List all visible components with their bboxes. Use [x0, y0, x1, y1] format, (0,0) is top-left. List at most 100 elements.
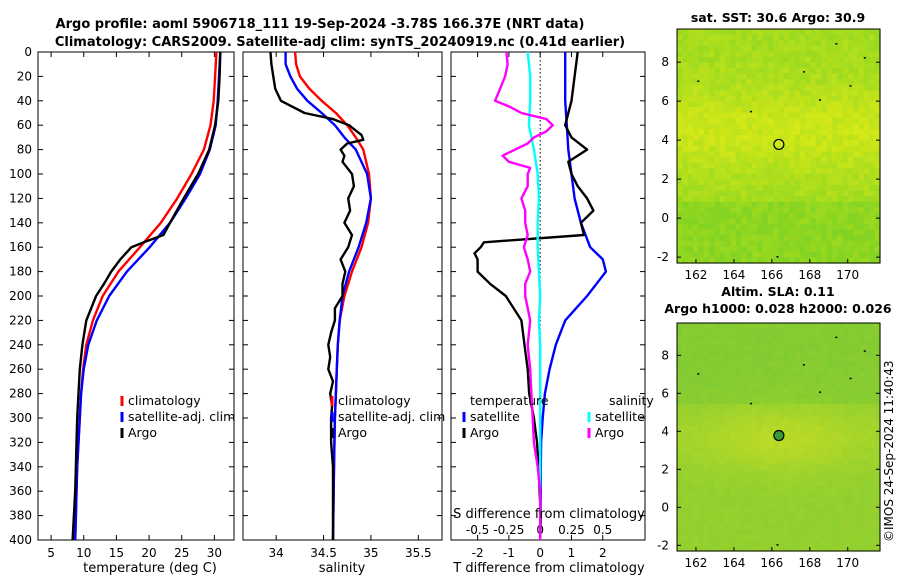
map-cell: [751, 399, 758, 406]
y-tick-label: 160: [9, 240, 32, 254]
map-cell: [815, 196, 822, 203]
map-cell: [858, 118, 865, 125]
map-cell: [725, 123, 732, 130]
map-cell: [741, 246, 748, 253]
map-cell: [719, 333, 726, 340]
map-cell: [719, 485, 726, 492]
map-cell: [789, 333, 796, 340]
map-cell: [863, 101, 870, 108]
map-cell: [735, 68, 742, 75]
map-cell: [730, 480, 737, 487]
map-cell: [853, 84, 860, 91]
map-cell: [767, 339, 774, 346]
map-cell: [821, 45, 828, 52]
map-cell: [693, 134, 699, 142]
map-cell: [810, 201, 817, 208]
map-cell: [842, 382, 849, 389]
map-cell: [677, 146, 683, 153]
map-cell: [767, 185, 774, 192]
map-cell: [847, 173, 854, 181]
map-cell: [687, 168, 694, 175]
map-cell: [831, 179, 838, 186]
map-cell: [725, 157, 732, 164]
map-cell: [826, 355, 833, 362]
map-cell: [762, 218, 769, 225]
map-cell: [773, 442, 780, 449]
map-cell: [783, 409, 790, 416]
map-cell: [874, 328, 881, 335]
map-cell: [842, 73, 849, 80]
map-cell: [853, 350, 860, 357]
map-cell: [778, 118, 785, 125]
map-cell: [831, 168, 838, 175]
map-cell: [853, 90, 860, 97]
map-cell: [762, 140, 769, 147]
map-cell: [778, 475, 785, 482]
map-cell: [799, 453, 806, 460]
map-cell: [874, 534, 881, 541]
map-cell: [703, 518, 710, 525]
map-cell: [863, 79, 870, 86]
map-cell: [794, 404, 801, 411]
map-cell: [682, 480, 689, 487]
map-cell: [869, 129, 876, 136]
map-cell: [869, 84, 876, 91]
map-cell: [847, 437, 854, 444]
map-cell: [703, 168, 710, 175]
map-cell: [874, 129, 881, 136]
map-cell: [741, 458, 748, 465]
map-cell: [746, 453, 753, 460]
map-cell: [757, 540, 764, 547]
map-cell: [858, 458, 865, 465]
map-cell: [687, 339, 694, 346]
map-cell: [757, 361, 764, 368]
map-cell: [693, 224, 699, 231]
map-cell: [703, 101, 710, 108]
map-cell: [794, 475, 801, 482]
map-cell: [687, 350, 694, 357]
map-cell: [698, 502, 705, 509]
map-cell: [687, 40, 694, 47]
s-tick-label: -0.5: [466, 523, 489, 537]
map-cell: [682, 409, 689, 416]
map-cell: [773, 458, 780, 465]
map-cell: [810, 51, 817, 58]
map-cell: [746, 151, 753, 158]
map-cell: [858, 68, 865, 75]
map-cell: [677, 366, 683, 373]
map-cell: [799, 185, 806, 192]
map-cell: [863, 201, 870, 208]
map-cell: [719, 447, 726, 454]
map-cell: [842, 123, 849, 130]
map-cell: [863, 218, 870, 225]
map-cell: [842, 491, 849, 498]
map-cell: [719, 201, 726, 208]
map-cell: [858, 382, 865, 389]
map-cell: [821, 40, 828, 47]
map-cell: [847, 257, 854, 264]
map-cell: [725, 344, 732, 351]
map-cell: [677, 534, 683, 541]
map-cell: [751, 523, 758, 530]
map-cell: [762, 540, 769, 547]
map-cell: [853, 179, 860, 186]
map-cell: [687, 409, 694, 416]
map-cell: [735, 502, 742, 509]
map-cell: [709, 190, 715, 197]
map-cell: [741, 151, 748, 158]
map-cell: [842, 361, 849, 368]
map-cell: [853, 185, 860, 192]
map-cell: [815, 185, 822, 192]
map-cell: [815, 201, 822, 208]
map-cell: [698, 447, 705, 454]
map-cell: [794, 95, 801, 103]
map-cell: [773, 40, 780, 47]
map-cell: [810, 518, 817, 525]
map-cell: [703, 344, 710, 351]
map-cell: [682, 29, 689, 36]
map-cell: [815, 207, 822, 214]
map-cell: [730, 328, 737, 335]
map-cell: [677, 529, 683, 536]
map-cell: [815, 51, 822, 58]
map-cell: [762, 107, 769, 114]
